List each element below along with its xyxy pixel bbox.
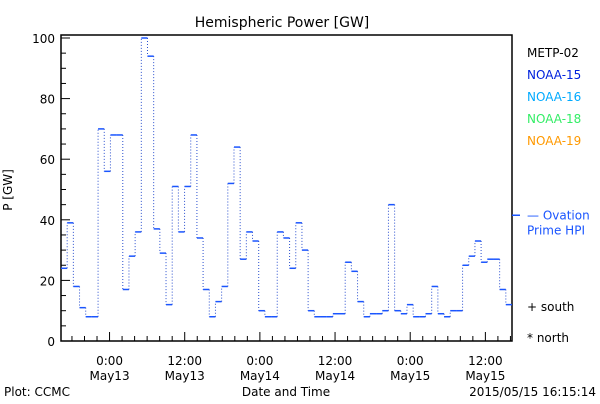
x-tick-label-date: May15	[390, 369, 430, 383]
ovation-label: — Ovation	[527, 208, 590, 222]
x-tick-label-date: May13	[90, 369, 130, 383]
footer-timestamp: 2015/05/15 16:15:14	[469, 385, 596, 399]
x-tick-label-time: 12:00	[468, 354, 503, 368]
x-tick-label-date: May13	[165, 369, 205, 383]
x-tick-label-date: May14	[315, 369, 355, 383]
ovation-label-2: Prime HPI	[527, 223, 585, 237]
y-axis: 0 20 40 60 80 100	[32, 32, 70, 349]
y-tick-label: 100	[32, 32, 55, 46]
x-tick-label-time: 0:00	[246, 354, 273, 368]
x-axis: 0:00May1312:00May130:00May1412:00May140:…	[71, 332, 511, 383]
plot-frame	[60, 34, 513, 342]
legend-item: NOAA-16	[527, 90, 581, 104]
y-tick-label: 20	[40, 274, 55, 288]
y-tick-label: 0	[47, 335, 55, 349]
x-tick-label-time: 12:00	[167, 354, 202, 368]
x-tick-label-time: 12:00	[318, 354, 353, 368]
y-tick-label: 60	[40, 153, 55, 167]
legend-item: NOAA-15	[527, 68, 581, 82]
legend-item: METP-02	[527, 46, 579, 60]
y-axis-label: P [GW]	[1, 169, 15, 211]
legend-item: NOAA-18	[527, 112, 581, 126]
y-tick-label: 40	[40, 214, 55, 228]
chart-title: Hemispheric Power [GW]	[195, 15, 370, 31]
x-tick-label-date: May14	[240, 369, 280, 383]
y-tick-label: 80	[40, 93, 55, 107]
north-key: * north	[527, 331, 569, 345]
series-noaa-15	[61, 37, 512, 318]
x-tick-label-time: 0:00	[397, 354, 424, 368]
footer-left: Plot: CCMC	[4, 385, 70, 399]
legend: METP-02 NOAA-15 NOAA-16 NOAA-18 NOAA-19	[527, 46, 581, 148]
legend-item: NOAA-19	[527, 134, 581, 148]
x-axis-label: Date and Time	[242, 385, 330, 399]
x-tick-label-date: May15	[465, 369, 505, 383]
south-key: + south	[527, 300, 574, 314]
x-tick-label-time: 0:00	[96, 354, 123, 368]
